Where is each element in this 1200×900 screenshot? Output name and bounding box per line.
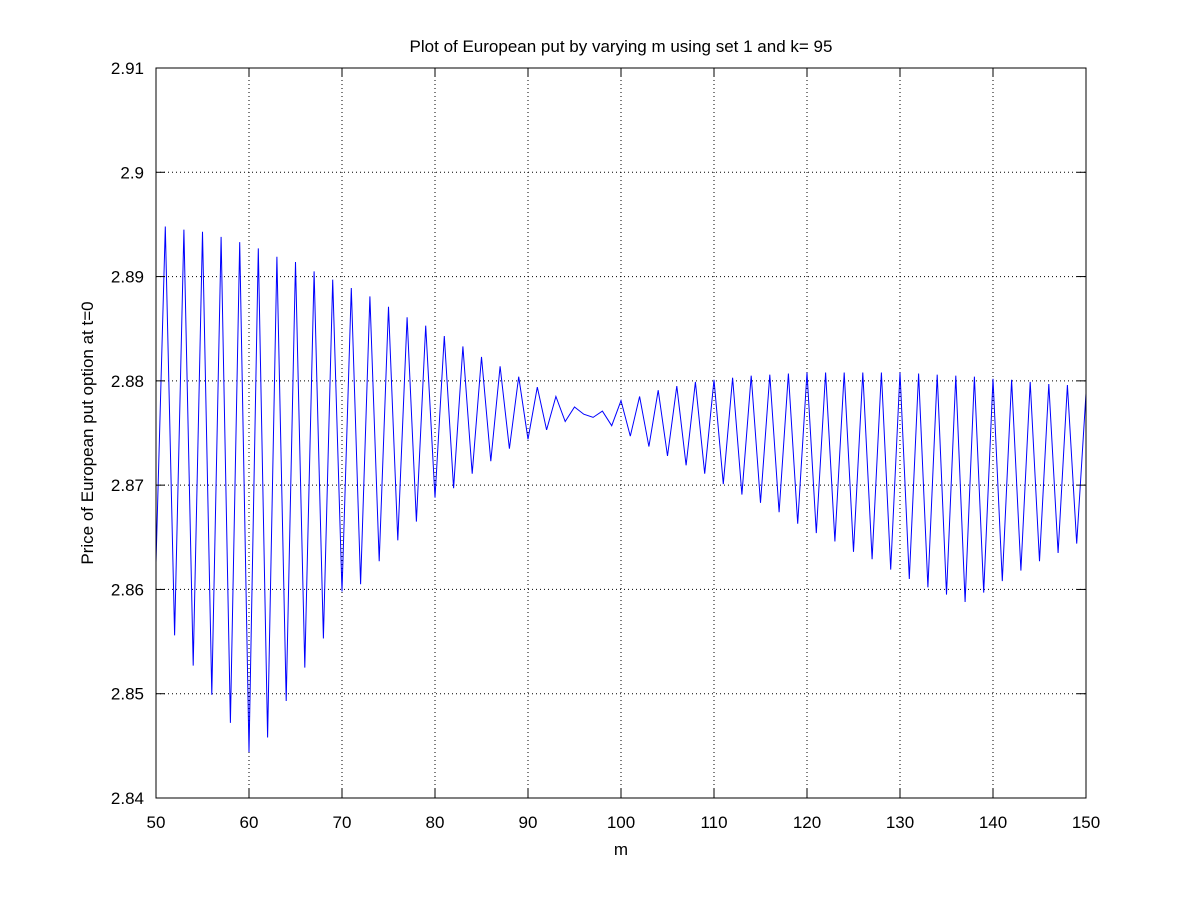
ticks <box>155 67 1087 799</box>
y-tick-label: 2.85 <box>111 685 144 704</box>
y-tick-label: 2.86 <box>111 580 144 599</box>
x-tick-label: 120 <box>793 813 821 832</box>
x-tick-label: 110 <box>700 813 727 832</box>
x-tick-label: 60 <box>240 813 259 832</box>
y-tick-labels: 2.84 2.85 2.86 2.87 2.88 2.89 2.9 2.91 <box>111 59 144 808</box>
x-tick-label: 80 <box>426 813 445 832</box>
y-tick-label: 2.9 <box>120 163 144 182</box>
y-tick-label: 2.91 <box>111 59 144 78</box>
x-tick-label: 90 <box>519 813 538 832</box>
grid <box>156 68 1086 798</box>
x-tick-label: 150 <box>1072 813 1100 832</box>
x-axis-label: m <box>614 840 628 859</box>
x-tick-labels: 50 60 70 80 90 100 110 120 130 140 150 <box>147 813 1101 832</box>
x-tick-label: 70 <box>333 813 352 832</box>
x-tick-label: 130 <box>886 813 914 832</box>
y-tick-label: 2.87 <box>111 476 144 495</box>
y-axis-label: Price of European put option at t=0 <box>78 301 97 564</box>
x-tick-label: 100 <box>607 813 635 832</box>
y-tick-label: 2.89 <box>111 268 144 287</box>
chart-title: Plot of European put by varying m using … <box>410 37 833 56</box>
series-line <box>155 226 1087 753</box>
x-tick-label: 140 <box>979 813 1007 832</box>
y-tick-label: 2.84 <box>111 789 144 808</box>
x-tick-label: 50 <box>147 813 166 832</box>
y-tick-label: 2.88 <box>111 372 144 391</box>
